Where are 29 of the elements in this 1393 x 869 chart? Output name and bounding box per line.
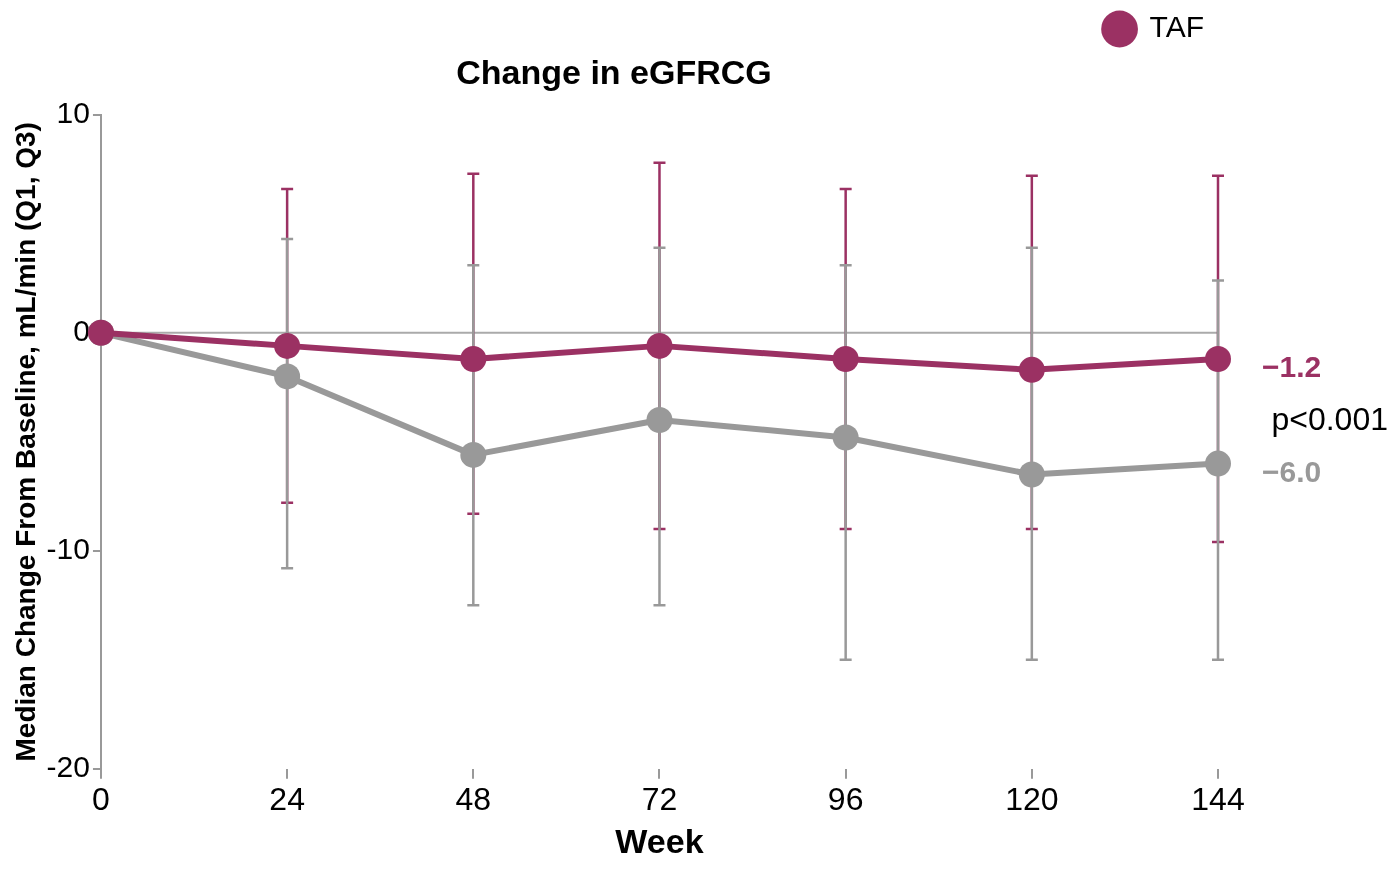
x-tick-label: 144 [1191,780,1245,817]
point [274,363,301,390]
point [1018,461,1045,488]
legend-label: TAF [1149,10,1204,44]
y-axis-title: Median Change From Baseline, mL/min (Q1, Q3) [9,122,41,762]
y-tick-label: 10 [56,96,90,130]
point [460,441,487,468]
point [832,345,859,372]
annotation: −1.2 [1262,350,1322,384]
chart-title: Change in eGFRCG [456,52,772,91]
point [646,332,673,359]
annotation: −6.0 [1262,454,1322,488]
point [1018,356,1045,383]
point [274,332,301,359]
point [460,345,487,372]
y-tick-label: -20 [46,750,90,784]
text: p<0.001 [1271,401,1388,438]
x-tick-label: 120 [1005,780,1059,817]
x-tick-label: 96 [827,780,864,817]
x-tick-label: 24 [269,780,305,817]
point [646,407,673,433]
point [1205,345,1231,372]
x-axis-title: Week [615,821,704,860]
x-tick-label: 72 [641,780,678,817]
y-tick-label: 0 [73,314,90,348]
x-tick-label: 48 [455,780,492,817]
point [832,424,859,451]
point [1205,450,1231,477]
y-tick-label: -10 [46,532,90,566]
